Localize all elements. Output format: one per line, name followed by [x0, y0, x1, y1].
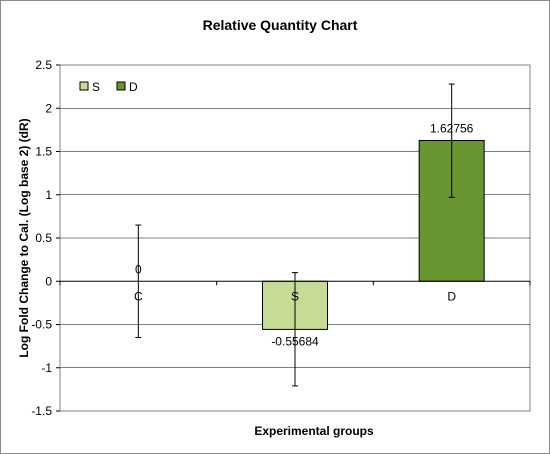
y-tick-labels: 2.5 2 1.5 1 0.5 0 -0.5 -1 -1.5	[31, 58, 52, 418]
y-tick-label: 2.5	[35, 58, 52, 72]
legend-swatch-s	[79, 81, 89, 91]
x-axis-label: Experimental groups	[254, 424, 374, 438]
data-labels: 0 -0.55684 1.62756	[135, 121, 474, 348]
category-label-c: C	[134, 289, 143, 303]
y-tick-label: -0.5	[31, 318, 52, 332]
y-tick-label: -1.5	[31, 404, 52, 418]
y-tick-label: 1.5	[35, 145, 52, 159]
category-label-s: S	[291, 289, 299, 303]
y-tick-label: 1	[45, 188, 52, 202]
data-label-c: 0	[135, 262, 142, 276]
axes	[56, 64, 531, 412]
data-label-s: -0.55684	[271, 334, 319, 348]
legend-label-s: S	[92, 80, 100, 94]
y-tick-label: 0.5	[35, 231, 52, 245]
legend-label-d: D	[129, 80, 138, 94]
y-tick-label: 2	[45, 101, 52, 115]
data-label-d: 1.62756	[430, 121, 474, 135]
category-label-d: D	[447, 289, 456, 303]
y-axis-label: Log Fold Change to Cal. (Log base 2) (dR…	[17, 118, 31, 357]
legend-swatch-d	[116, 81, 126, 91]
chart-title: Relative Quantity Chart	[203, 17, 358, 33]
y-tick-label: 0	[45, 274, 52, 288]
y-tick-label: -1	[41, 361, 52, 375]
